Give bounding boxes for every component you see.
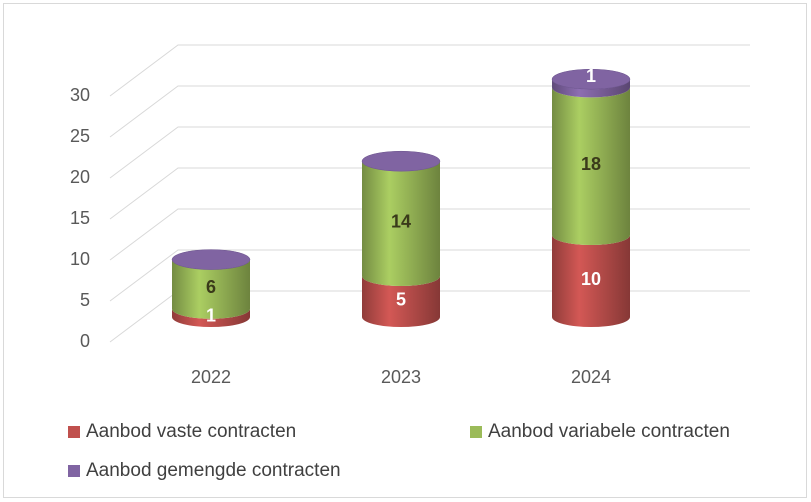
data-label: 6 (206, 277, 216, 297)
data-label: 18 (581, 154, 601, 174)
legend-label: Aanbod gemengde contracten (86, 460, 341, 481)
bar-top (361, 150, 441, 172)
bar-segment (552, 79, 630, 98)
y-tick-label: 10 (70, 249, 90, 269)
y-tick-label: 20 (70, 167, 90, 187)
x-tick-label: 2022 (191, 367, 231, 387)
data-label: 1 (586, 66, 596, 86)
bar-segment (172, 259, 250, 319)
bar-top (171, 249, 251, 270)
legend-swatch (470, 426, 482, 438)
y-tick-label: 15 (70, 208, 90, 228)
bar-top (551, 68, 631, 90)
y-tick-label: 30 (70, 85, 90, 105)
data-label: 1 (206, 306, 216, 326)
y-tick-label: 25 (70, 126, 90, 146)
bar-segment (172, 308, 250, 327)
x-tick-label: 2024 (571, 367, 611, 387)
data-label: 10 (581, 269, 601, 289)
legend-swatch (68, 465, 80, 477)
legend-label: Aanbod vaste contracten (86, 421, 296, 442)
grid-line (109, 44, 750, 97)
bar-segment (552, 235, 630, 327)
bar-segment (362, 161, 440, 286)
data-label: 14 (391, 211, 411, 231)
y-tick-label: 5 (80, 290, 90, 310)
bar-segment (362, 276, 440, 327)
legend-swatch (68, 426, 80, 438)
bar-segment (552, 87, 630, 246)
legend-label: Aanbod variabele contracten (488, 421, 730, 442)
data-label: 5 (396, 289, 406, 309)
y-tick-label: 0 (80, 331, 90, 351)
x-tick-label: 2023 (381, 367, 421, 387)
